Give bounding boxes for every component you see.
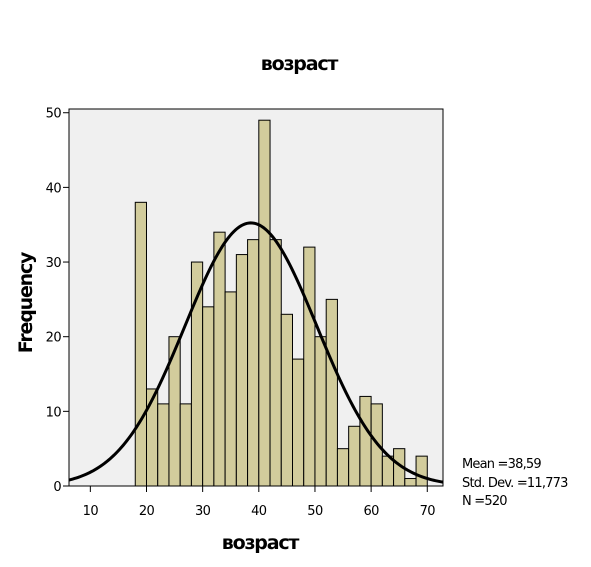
x-tick-label: 10 <box>83 504 99 519</box>
histogram-bars <box>134 119 428 487</box>
histogram-bar <box>325 298 338 487</box>
y-tick-label: 0 <box>53 480 61 495</box>
histogram-bar <box>202 306 215 487</box>
std-dev-stat: Std. Dev. =11,773 <box>462 475 568 491</box>
x-tick-label: 20 <box>139 504 155 519</box>
histogram-bar <box>235 254 249 487</box>
histogram-bar <box>336 448 350 487</box>
histogram-bar <box>157 403 170 487</box>
histogram-bar <box>258 119 271 487</box>
y-tick-label: 20 <box>46 331 62 346</box>
y-tick-label: 30 <box>46 256 62 271</box>
histogram-bar <box>292 358 305 487</box>
normal-curve <box>68 221 444 484</box>
histogram-bar <box>404 478 417 487</box>
histogram-bar <box>359 395 372 487</box>
x-tick-label: 40 <box>251 504 267 519</box>
y-tick-label: 10 <box>46 405 62 420</box>
histogram-bar <box>134 201 147 487</box>
x-tick-label: 60 <box>363 504 379 519</box>
histogram-bar <box>314 336 327 487</box>
x-tick-label: 50 <box>307 504 323 519</box>
mean-stat: Mean =38,59 <box>462 457 542 472</box>
y-axis: 0 10 20 30 40 50 <box>46 107 69 495</box>
x-tick-label: 70 <box>420 504 436 519</box>
histogram-bar <box>224 291 237 487</box>
histogram-bar <box>303 246 316 487</box>
y-tick-label: 50 <box>46 107 62 122</box>
n-stat: N =520 <box>462 494 508 509</box>
x-tick-label: 30 <box>195 504 211 519</box>
histogram-bar <box>269 239 282 487</box>
histogram-bar <box>415 455 428 487</box>
histogram-bar <box>146 388 159 487</box>
statistics-box: Mean =38,59 Std. Dev. =11,773 N =520 <box>462 456 568 512</box>
histogram-bar <box>280 313 293 487</box>
chart-title: возраст <box>261 53 339 75</box>
histogram-bar <box>348 425 361 487</box>
x-axis: 10 20 30 40 50 60 70 <box>83 486 436 519</box>
histogram-bar <box>213 231 226 487</box>
histogram-bar <box>179 403 192 487</box>
y-axis-label: Frequency <box>15 251 37 353</box>
x-axis-label: возраст <box>222 532 300 554</box>
y-tick-label: 40 <box>46 181 62 196</box>
histogram-bar <box>247 239 260 487</box>
